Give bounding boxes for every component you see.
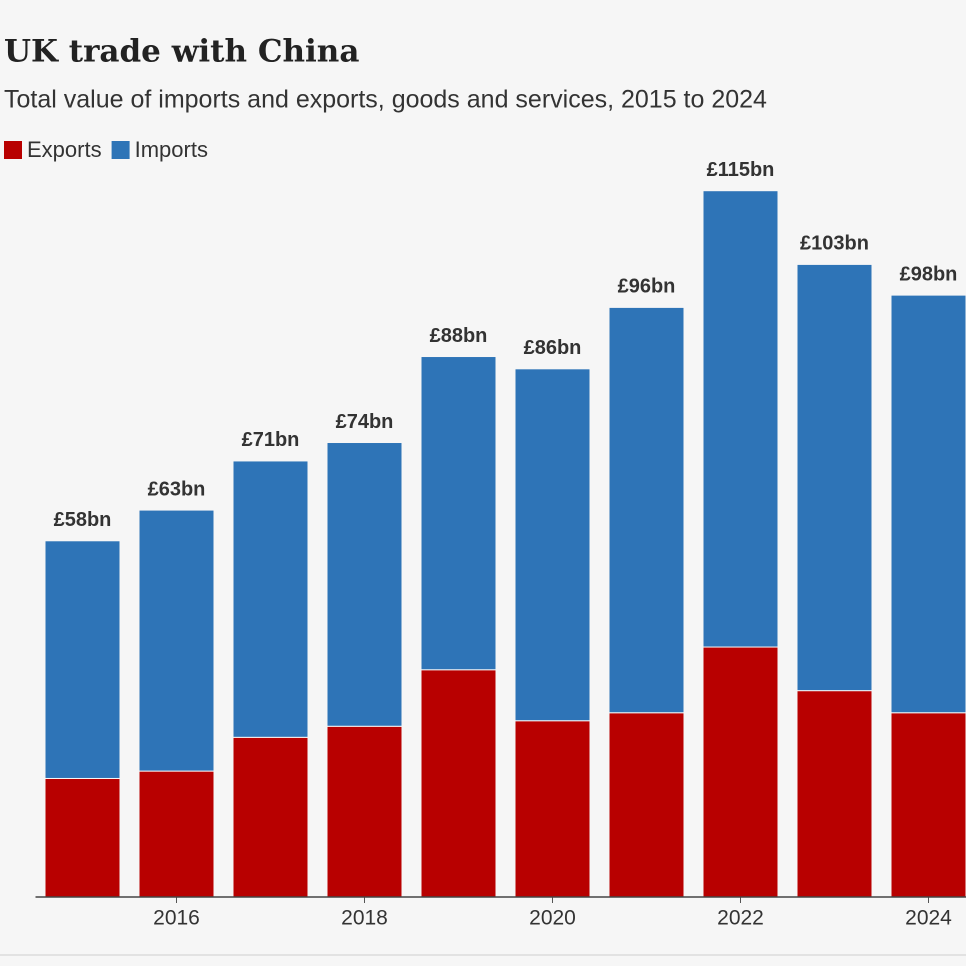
bar-segment	[890, 294, 966, 714]
bar-segment	[608, 712, 685, 898]
bar-segment	[420, 669, 497, 898]
value-label: £74bn	[336, 411, 394, 433]
value-label: £86bn	[524, 337, 582, 359]
value-label: £96bn	[618, 276, 676, 298]
value-label: £115bn	[707, 159, 775, 181]
bar-segment	[232, 736, 309, 898]
value-label: £63bn	[148, 478, 206, 500]
bar-segment	[702, 646, 779, 898]
value-label: £98bn	[900, 263, 958, 285]
bar-segment	[796, 690, 873, 898]
bar-segment	[44, 540, 121, 779]
value-label: £88bn	[430, 325, 488, 347]
bar-segment	[326, 442, 403, 727]
x-tick-label: 2020	[529, 907, 576, 930]
bar-segment	[608, 306, 685, 714]
value-label: £71bn	[242, 429, 300, 451]
bar-segment	[138, 770, 215, 898]
value-label: £103bn	[800, 233, 869, 255]
chart-title: UK trade with China	[4, 34, 359, 70]
bar-segment	[796, 263, 873, 692]
bar-segment	[514, 368, 591, 722]
bar-segment	[232, 460, 309, 738]
x-tick-label: 2022	[717, 907, 764, 930]
chart-subtitle: Total value of imports and exports, good…	[4, 86, 767, 114]
value-label: £58bn	[54, 509, 112, 531]
legend-label: Exports	[27, 137, 102, 162]
bar-segment	[138, 509, 215, 772]
x-tick-label: 2016	[153, 907, 200, 930]
legend-swatch	[111, 141, 130, 159]
bar-segment	[514, 720, 591, 898]
legend-swatch	[4, 141, 22, 159]
bar-segment	[702, 190, 779, 648]
legend: Exports Imports	[4, 137, 208, 162]
legend-label: Imports	[135, 137, 208, 162]
bar-segment	[420, 356, 497, 671]
bar-segment	[890, 712, 966, 898]
x-tick-label: 2018	[341, 907, 388, 930]
bar-segment	[326, 725, 403, 898]
x-tick-label: 2024	[905, 907, 952, 930]
bar-segment	[44, 777, 121, 898]
